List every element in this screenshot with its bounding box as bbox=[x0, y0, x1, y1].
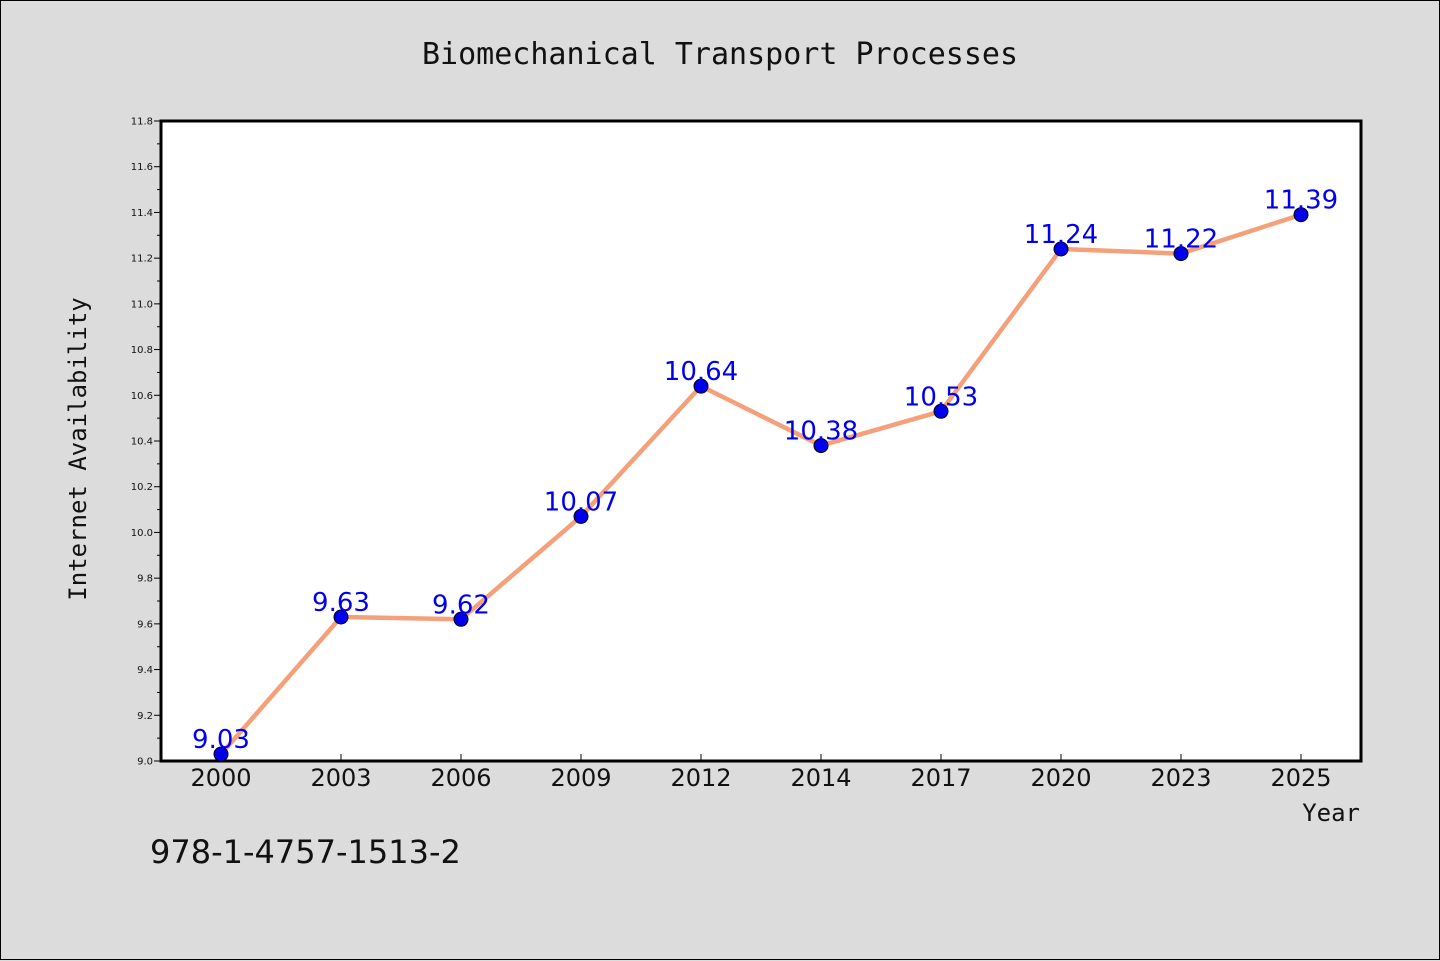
y-tick-label: 9.8 bbox=[137, 574, 153, 585]
y-tick-label: 10.6 bbox=[131, 391, 153, 402]
data-point bbox=[1173, 246, 1189, 262]
data-label: 10.53 bbox=[904, 382, 978, 412]
data-label: 10.38 bbox=[784, 417, 858, 447]
y-axis: 9.0 9.2 9.4 9.6 9.8 10.0 10.2 10.4 10.6 10.8 11.0 1… bbox=[131, 117, 161, 768]
x-tick-label: 2003 bbox=[310, 764, 371, 792]
data-point bbox=[453, 611, 469, 627]
x-tick-label: 2023 bbox=[1150, 764, 1211, 792]
data-point bbox=[1293, 207, 1309, 223]
data-label: 10.64 bbox=[664, 357, 738, 387]
data-label: 11.22 bbox=[1144, 225, 1218, 255]
data-point bbox=[213, 746, 229, 762]
y-tick-label: 11.2 bbox=[131, 254, 153, 265]
y-axis-label: Internet Availability bbox=[64, 297, 92, 600]
y-tick-label: 11.0 bbox=[131, 299, 153, 310]
data-label: 11.24 bbox=[1024, 220, 1098, 250]
y-tick-label: 9.2 bbox=[137, 711, 153, 722]
data-label: 9.63 bbox=[312, 588, 370, 618]
data-label: 10.07 bbox=[544, 487, 618, 517]
series-group: 9.03 9.63 9.62 10.07 10.64 10.38 10.53 11.24 11.… bbox=[192, 186, 1338, 762]
x-tick-label: 2025 bbox=[1270, 764, 1331, 792]
isbn-label: 978-1-4757-1513-2 bbox=[150, 833, 461, 871]
series-line bbox=[218, 212, 1304, 757]
data-point bbox=[333, 609, 349, 625]
data-point bbox=[1053, 241, 1069, 257]
x-tick-label: 2000 bbox=[190, 764, 251, 792]
chart-title: Biomechanical Transport Processes bbox=[422, 37, 1018, 72]
data-point bbox=[573, 508, 589, 524]
data-label: 9.62 bbox=[432, 590, 490, 620]
x-tick-label: 2014 bbox=[790, 764, 851, 792]
y-tick-label: 9.0 bbox=[137, 757, 153, 768]
y-tick-label: 10.2 bbox=[131, 482, 153, 493]
data-point bbox=[933, 403, 949, 419]
x-tick-label: 2017 bbox=[910, 764, 971, 792]
data-point bbox=[693, 378, 709, 394]
y-tick-label: 10.8 bbox=[131, 345, 153, 356]
data-label: 9.03 bbox=[192, 725, 250, 755]
data-point bbox=[813, 438, 829, 454]
x-tick-label: 2012 bbox=[670, 764, 731, 792]
x-axis-label: Year bbox=[1302, 799, 1360, 827]
y-tick-label: 11.8 bbox=[131, 117, 153, 128]
x-tick-label: 2006 bbox=[430, 764, 491, 792]
y-tick-label: 11.6 bbox=[131, 162, 153, 173]
x-tick-label: 2020 bbox=[1030, 764, 1091, 792]
data-label: 11.39 bbox=[1264, 186, 1338, 216]
y-tick-label: 9.4 bbox=[137, 665, 153, 676]
y-tick-label: 11.4 bbox=[131, 208, 153, 219]
x-axis: 2000 2003 2006 2009 2012 2014 2017 2020 2023 2025 bbox=[190, 754, 1332, 792]
x-tick-label: 2009 bbox=[550, 764, 611, 792]
y-tick-label: 9.6 bbox=[137, 619, 153, 630]
y-tick-label: 10.4 bbox=[131, 437, 153, 448]
plot-area bbox=[159, 119, 1363, 763]
y-tick-label: 10.0 bbox=[131, 528, 153, 539]
